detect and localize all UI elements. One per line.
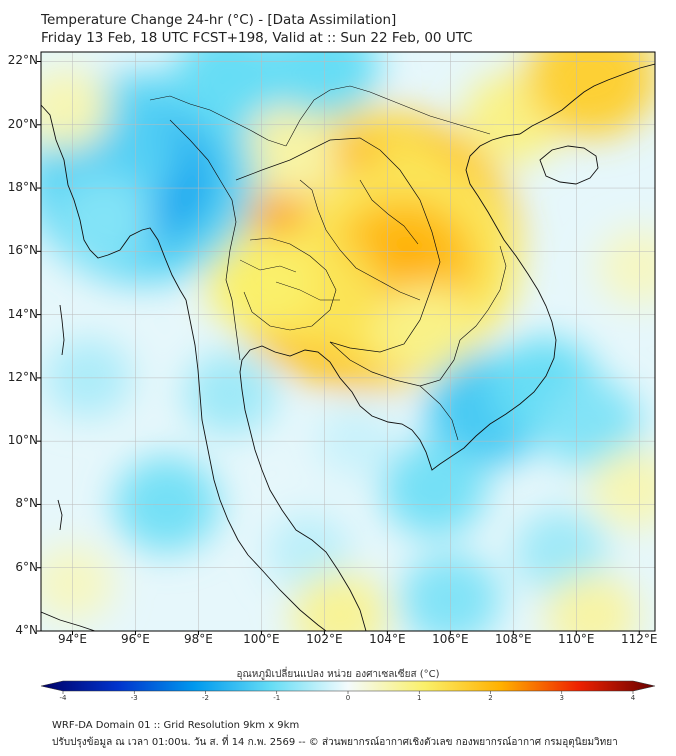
anomaly-blob bbox=[291, 571, 389, 631]
longitude-label: 112°E bbox=[621, 632, 658, 646]
colorbar-tick-label: 3 bbox=[559, 694, 564, 702]
anomaly-blob bbox=[266, 513, 351, 590]
temperature-anomaly-field bbox=[41, 52, 655, 631]
longitude-label: 96°E bbox=[121, 632, 150, 646]
colorbar-tick-label: -1 bbox=[273, 694, 281, 702]
latitude-label: 14°N bbox=[7, 306, 38, 321]
model-info: WRF-DA Domain 01 :: Grid Resolution 9km … bbox=[52, 720, 300, 731]
map-frame bbox=[40, 51, 656, 632]
longitude-label: 104°E bbox=[369, 632, 406, 646]
graticule bbox=[41, 52, 655, 631]
longitude-label: 108°E bbox=[495, 632, 532, 646]
anomaly-blob bbox=[183, 351, 277, 436]
map-title: Temperature Change 24-hr (°C) - [Data As… bbox=[41, 12, 397, 28]
latitude-label: 4°N bbox=[15, 623, 38, 637]
colorbar bbox=[40, 680, 656, 694]
longitude-label: 98°E bbox=[183, 632, 213, 646]
colorbar-tick-label: 2 bbox=[488, 694, 493, 702]
anomaly-blob bbox=[545, 573, 639, 631]
colorbar-tick-label: 0 bbox=[345, 694, 351, 702]
longitude-label: 106°E bbox=[432, 632, 469, 646]
colorbar-tick-label: -3 bbox=[130, 694, 138, 702]
coastlines-and-borders bbox=[41, 63, 655, 631]
colorbar-title: อุณหภูมิเปลี่ยนแปลง หน่วย องศาเซลเซียส (… bbox=[236, 669, 440, 680]
anomaly-blob bbox=[41, 545, 115, 622]
latitude-label: 10°N bbox=[7, 433, 38, 448]
latitude-label: 12°N bbox=[7, 369, 38, 384]
longitude-label: 102°E bbox=[306, 632, 343, 646]
anomaly-blob bbox=[41, 68, 111, 149]
anomaly-blob bbox=[174, 52, 285, 125]
map-subtitle: Friday 13 Feb, 18 UTC FCST+198, Valid at… bbox=[41, 30, 473, 46]
anomaly-blob bbox=[246, 114, 340, 199]
colorbar-tick-label: -2 bbox=[202, 694, 209, 702]
anomaly-blob bbox=[541, 379, 643, 472]
latitude-label: 20°N bbox=[7, 116, 38, 131]
longitude-label: 100°E bbox=[243, 632, 280, 646]
anomaly-blob bbox=[597, 229, 655, 306]
latitude-label: 8°N bbox=[15, 496, 38, 511]
latitude-label: 18°N bbox=[7, 180, 38, 195]
anomaly-blob bbox=[53, 173, 155, 266]
colorbar-tick-label: 4 bbox=[630, 694, 636, 702]
anomaly-blob bbox=[514, 509, 607, 594]
latitude-label: 16°N bbox=[7, 243, 38, 258]
axis-ticks bbox=[37, 60, 640, 635]
anomaly-blob bbox=[588, 448, 655, 529]
longitude-label: 110°E bbox=[558, 632, 595, 646]
anomaly-blob bbox=[381, 440, 488, 537]
latitude-label: 22°N bbox=[7, 53, 38, 68]
longitude-label: 94°E bbox=[58, 632, 87, 646]
anomaly-blob bbox=[526, 52, 655, 138]
colorbar-tick-label: 1 bbox=[417, 694, 422, 702]
credit-line: ปรับปรุงข้อมูล ณ เวลา 01:00น. วัน ส. ที่… bbox=[52, 737, 618, 748]
colorbar-tick-label: -4 bbox=[59, 694, 67, 702]
latitude-label: 6°N bbox=[15, 559, 38, 574]
